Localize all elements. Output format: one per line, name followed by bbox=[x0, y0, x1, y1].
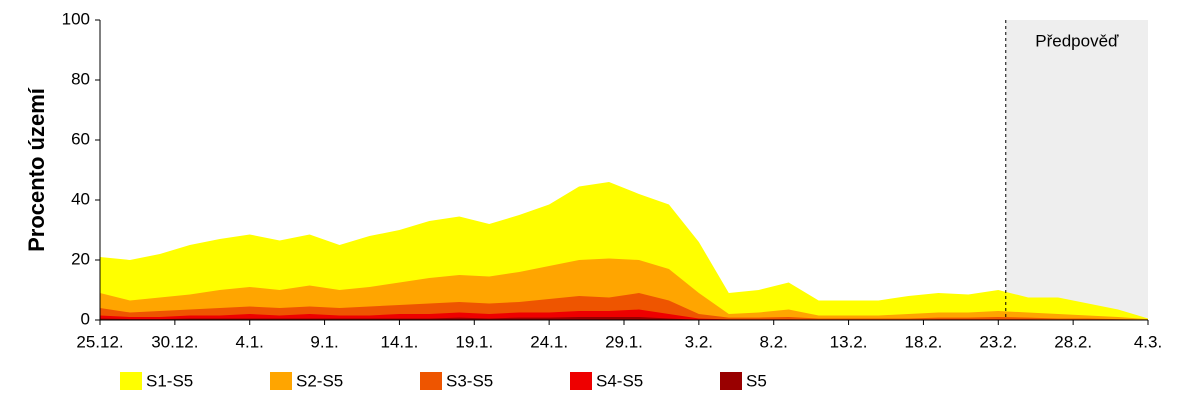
legend-label: S5 bbox=[746, 371, 767, 390]
forecast-label: Předpověď bbox=[1035, 31, 1119, 50]
x-tick-label: 30.12. bbox=[151, 332, 198, 351]
x-tick-label: 25.12. bbox=[76, 332, 123, 351]
forecast-region bbox=[1005, 20, 1148, 320]
x-tick-label: 23.2. bbox=[979, 332, 1017, 351]
area bbox=[100, 309, 1148, 320]
y-tick-label: 60 bbox=[71, 129, 90, 148]
x-tick-label: 19.1. bbox=[455, 332, 493, 351]
area bbox=[100, 182, 1148, 320]
x-tick-label: 28.2. bbox=[1054, 332, 1092, 351]
legend-swatch bbox=[570, 372, 592, 390]
x-tick-label: 9.1. bbox=[310, 332, 338, 351]
x-tick-label: 14.1. bbox=[381, 332, 419, 351]
y-tick-label: 80 bbox=[71, 69, 90, 88]
legend-swatch bbox=[270, 372, 292, 390]
legend-label: S4-S5 bbox=[596, 371, 643, 390]
y-tick-label: 20 bbox=[71, 249, 90, 268]
x-tick-label: 8.2. bbox=[760, 332, 788, 351]
x-tick-label: 13.2. bbox=[830, 332, 868, 351]
legend-swatch bbox=[420, 372, 442, 390]
x-tick-label: 18.2. bbox=[905, 332, 943, 351]
legend-label: S1-S5 bbox=[146, 371, 193, 390]
legend-label: S2-S5 bbox=[296, 371, 343, 390]
area bbox=[100, 317, 1148, 320]
area bbox=[100, 258, 1148, 320]
x-tick-label: 4.1. bbox=[236, 332, 264, 351]
legend-swatch bbox=[120, 372, 142, 390]
area bbox=[100, 293, 1148, 320]
legend-swatch bbox=[720, 372, 742, 390]
y-axis-label: Procento území bbox=[24, 87, 49, 252]
y-tick-label: 40 bbox=[71, 189, 90, 208]
x-tick-label: 24.1. bbox=[530, 332, 568, 351]
legend-label: S3-S5 bbox=[446, 371, 493, 390]
y-tick-label: 0 bbox=[81, 309, 90, 328]
x-tick-label: 4.3. bbox=[1134, 332, 1162, 351]
x-tick-label: 29.1. bbox=[605, 332, 643, 351]
x-tick-label: 3.2. bbox=[685, 332, 713, 351]
y-tick-label: 100 bbox=[62, 9, 90, 28]
